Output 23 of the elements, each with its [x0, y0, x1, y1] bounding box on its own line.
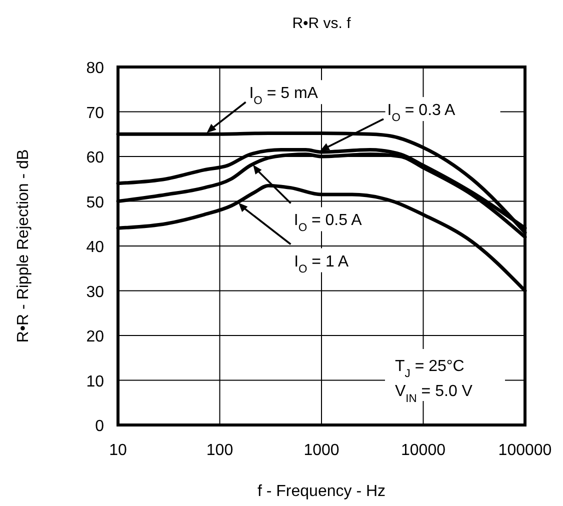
- y-tick-label: 40: [86, 239, 104, 256]
- annotation: I$_{O}$ = 0.5 A: [294, 212, 362, 234]
- y-tick-label: 0: [95, 418, 104, 435]
- y-tick-label: 80: [86, 60, 104, 77]
- annotation: I$_{O}$ = 1 A: [294, 253, 349, 276]
- y-tick-label: 50: [86, 194, 104, 212]
- chart-title: R•R vs. f: [292, 15, 352, 32]
- x-tick-label: 10: [109, 442, 127, 459]
- x-axis-title: f - Frequency - Hz: [257, 483, 386, 500]
- y-tick-label: 60: [86, 150, 104, 166]
- x-tick-label: 1000: [304, 442, 340, 459]
- y-tick-label: 30: [86, 284, 104, 301]
- x-tick-label: 100: [206, 442, 234, 459]
- annotation: V$_{IN}$ = 5.0 V: [395, 383, 473, 405]
- x-tick-label: 10000: [401, 442, 446, 459]
- annotation: I$_{O}$ = 5 mA: [249, 85, 318, 108]
- annotation: T$_{J}$ = 25°C: [395, 358, 464, 380]
- y-tick-label: 10: [86, 373, 104, 390]
- annotation: I$_{O}$ = 0.3 A: [387, 102, 456, 124]
- y-axis-title: R•R - Ripple Rejection - dB: [15, 149, 32, 343]
- y-tick-label: 70: [86, 104, 104, 122]
- x-tick-label: 100000: [498, 442, 552, 459]
- y-tick-label: 20: [86, 328, 104, 346]
